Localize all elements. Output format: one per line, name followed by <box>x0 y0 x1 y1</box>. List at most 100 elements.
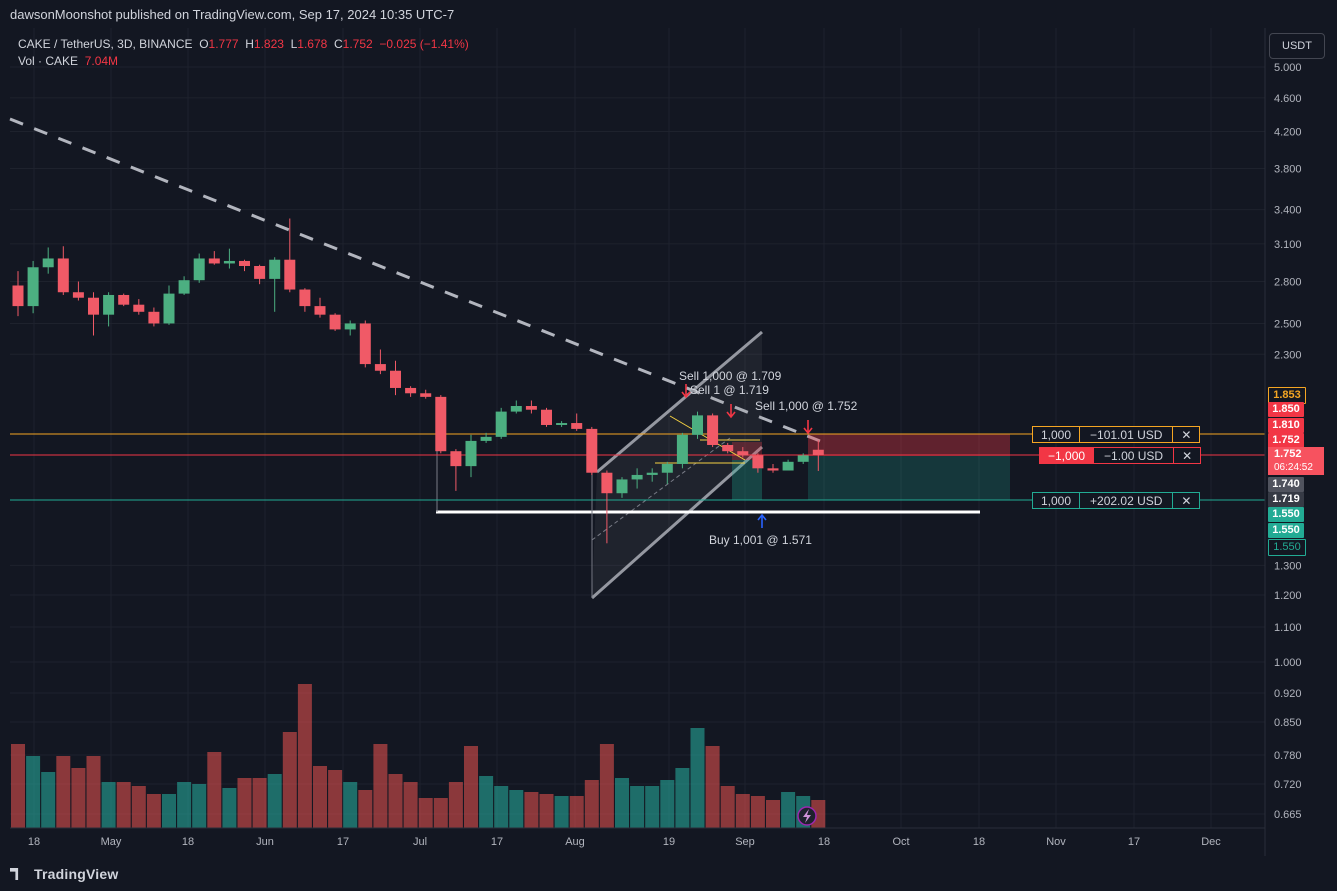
currency-button[interactable]: USDT <box>1269 33 1325 59</box>
last-price-tag: 1.752 06:24:52 <box>1268 447 1324 475</box>
target-order-box[interactable]: 1,000 +202.02 USD ✕ <box>1032 492 1201 509</box>
candle <box>223 248 235 269</box>
candle <box>103 292 115 327</box>
candles[interactable] <box>12 218 824 544</box>
candle-body <box>239 260 250 266</box>
drawings-layer[interactable] <box>9 117 1265 600</box>
x-tick-label: 18 <box>973 836 985 848</box>
candle-body <box>782 461 794 471</box>
candle <box>767 463 779 473</box>
entry-pnl: −101.01 USD <box>1079 427 1172 442</box>
candle-body <box>767 468 779 471</box>
entry-order-box[interactable]: 1,000 −101.01 USD ✕ <box>1032 426 1201 443</box>
x-tick-label: 17 <box>491 836 503 848</box>
candle-body <box>374 364 386 371</box>
candle <box>525 400 537 414</box>
candle-body <box>737 451 749 456</box>
symbol-name[interactable]: CAKE / TetherUS, 3D, BINANCE <box>18 37 193 51</box>
volume-bar <box>131 786 146 828</box>
candle-body <box>435 396 447 452</box>
y-tick-label: 4.600 <box>1274 93 1302 105</box>
candle <box>344 320 356 336</box>
candle <box>284 218 296 293</box>
candle <box>571 413 583 431</box>
x-tick-label: 18 <box>28 836 40 848</box>
volume-bar <box>403 782 418 828</box>
x-tick-label: Jun <box>256 836 274 848</box>
candle-body <box>510 406 522 412</box>
candle-body <box>571 423 583 429</box>
candle <box>676 432 688 469</box>
buy-annotation: Buy 1,001 @ 1.571 <box>709 533 812 547</box>
volume-bar <box>11 744 25 828</box>
volume-bar <box>373 744 388 828</box>
sell-arrow-icon <box>681 384 691 399</box>
target-close-icon[interactable]: ✕ <box>1172 493 1199 508</box>
candle <box>541 407 552 427</box>
volume-bar <box>192 784 207 828</box>
volume-bar <box>524 792 539 828</box>
tag-1550a: 1.550 <box>1268 507 1304 522</box>
last-price: 1.752 <box>1274 448 1302 460</box>
stop-qty: −1,000 <box>1040 448 1094 463</box>
stop-order-box[interactable]: −1,000 −1.00 USD ✕ <box>1039 447 1202 464</box>
entry-close-icon[interactable]: ✕ <box>1172 427 1199 442</box>
candle-body <box>631 474 643 480</box>
y-tick-label: 0.720 <box>1274 779 1302 791</box>
candle-body <box>57 258 69 293</box>
volume-bar <box>645 786 660 828</box>
candle <box>737 447 749 458</box>
candle <box>12 271 24 317</box>
stop-pnl: −1.00 USD <box>1093 448 1173 463</box>
volume-bar <box>343 782 358 828</box>
volume-bar <box>660 780 675 828</box>
tradingview-logo[interactable]: TradingView <box>10 866 118 882</box>
volume-bar <box>554 796 569 828</box>
volume-bar <box>358 790 373 828</box>
volume-bar <box>599 744 614 828</box>
candle-body <box>103 294 115 315</box>
volume-bar <box>328 770 343 828</box>
position-risk-zone <box>808 434 1010 456</box>
candle <box>692 411 703 439</box>
candle-body <box>299 289 311 307</box>
candle <box>208 251 220 265</box>
candle <box>556 421 568 427</box>
candle-body <box>797 455 809 462</box>
volume-bar <box>177 782 192 828</box>
tag-1719: 1.719 <box>1268 492 1304 507</box>
y-tick-label: 5.000 <box>1274 62 1302 74</box>
candle-body <box>525 406 537 410</box>
tag-1752a: 1.752 <box>1268 433 1304 448</box>
y-tick-label: 3.400 <box>1274 205 1302 217</box>
buy-arrow-icon <box>757 513 767 528</box>
candle <box>450 449 462 491</box>
volume-label[interactable]: Vol · CAKE <box>18 54 79 68</box>
low-label: L <box>290 37 298 51</box>
candle-body <box>707 415 719 445</box>
volume-bar <box>675 768 690 828</box>
volume-bar <box>162 794 176 828</box>
candle-body <box>556 423 568 425</box>
volume-bar <box>464 746 478 828</box>
candle <box>661 461 673 484</box>
candle <box>420 389 432 399</box>
tag-1850: 1.850 <box>1268 402 1304 417</box>
stop-close-icon[interactable]: ✕ <box>1173 448 1200 463</box>
volume-bar <box>222 788 237 828</box>
candle-body <box>616 479 628 494</box>
x-tick-label: Sep <box>735 836 755 848</box>
candle-body <box>405 387 417 394</box>
x-tick-label: Jul <box>413 836 427 848</box>
candle-body <box>27 267 39 307</box>
candle <box>390 360 401 396</box>
candle <box>118 293 130 307</box>
candle-body <box>344 323 356 330</box>
volume-bar <box>781 792 796 828</box>
axes: 5.000 4.600 4.200 3.800 3.400 3.100 2.800 2.500… <box>10 28 1302 856</box>
volume-bar <box>509 790 524 828</box>
candle <box>239 259 250 272</box>
candle <box>72 281 84 301</box>
volume-bar <box>56 756 71 828</box>
